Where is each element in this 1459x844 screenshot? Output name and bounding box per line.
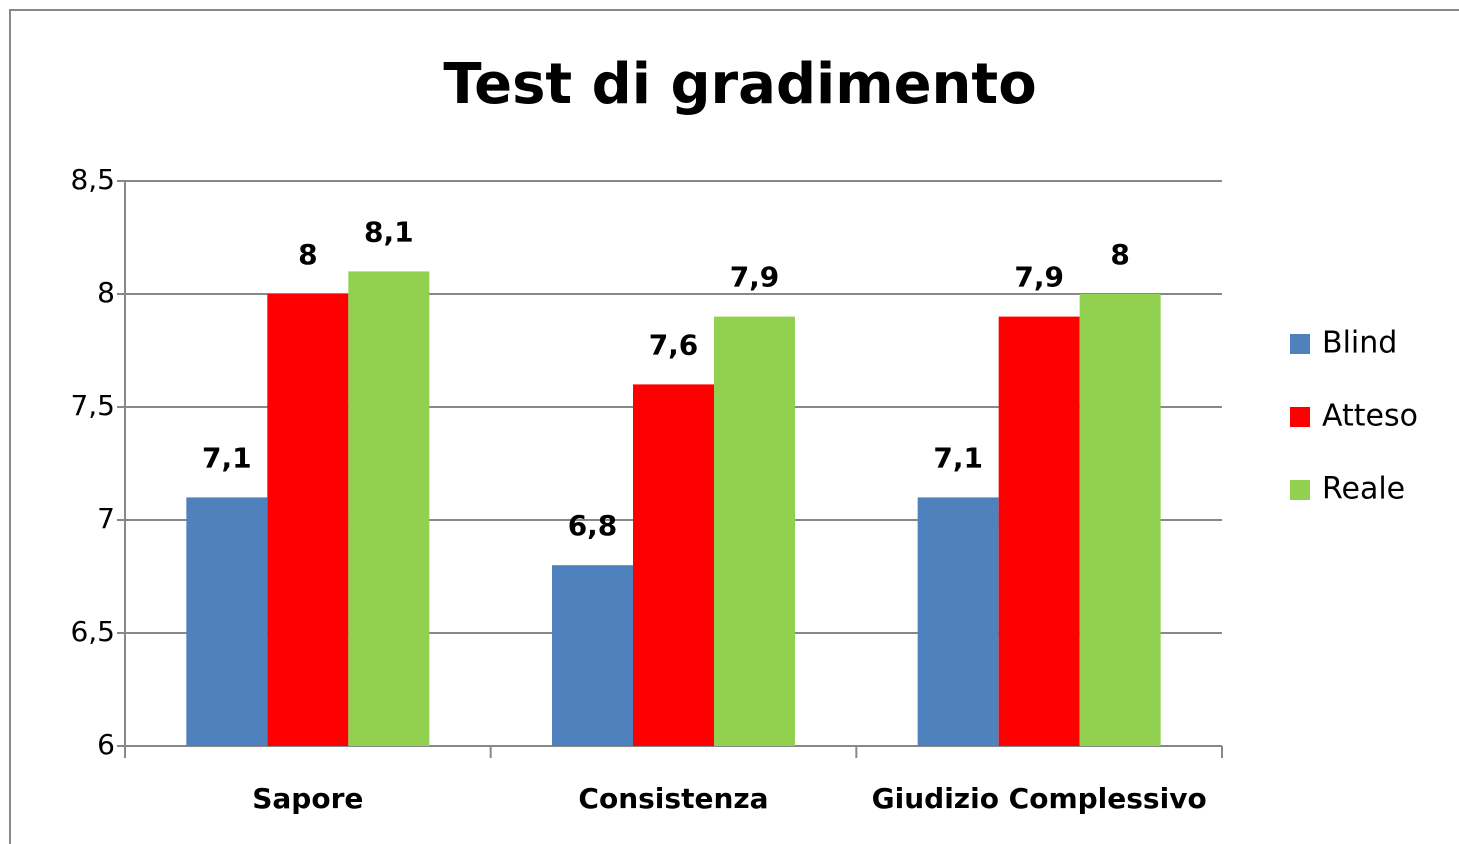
y-tick-label: 6 — [97, 728, 115, 761]
bar — [714, 316, 795, 746]
bar — [917, 497, 999, 746]
bar — [267, 294, 349, 746]
bar — [633, 384, 714, 746]
x-tick-label: Consistenza — [578, 782, 768, 815]
value-label: 8,1 — [364, 215, 414, 248]
bar — [186, 497, 268, 746]
value-label: 7,9 — [730, 261, 780, 294]
bar — [348, 271, 430, 746]
bar — [552, 565, 633, 746]
bar — [998, 316, 1080, 746]
value-label: 7,1 — [202, 441, 252, 474]
y-tick-label: 8,5 — [70, 163, 115, 196]
legend-label: Atteso — [1322, 399, 1418, 434]
value-label: 6,8 — [568, 509, 618, 542]
value-label: 8 — [1110, 238, 1129, 271]
value-label: 8 — [298, 238, 317, 271]
y-tick-label: 8 — [97, 276, 115, 309]
x-tick-label: Giudizio Complessivo — [872, 782, 1207, 815]
x-tick-label: Sapore — [252, 782, 363, 815]
value-label: 7,1 — [933, 441, 983, 474]
y-tick-label: 7,5 — [70, 389, 115, 422]
value-label: 7,9 — [1014, 261, 1064, 294]
legend-label: Reale — [1322, 472, 1405, 507]
legend-swatch — [1290, 334, 1310, 354]
legend-label: Blind — [1322, 326, 1397, 361]
legend-swatch — [1290, 407, 1310, 427]
value-label: 7,6 — [649, 328, 699, 361]
y-tick-label: 6,5 — [70, 615, 115, 648]
bar — [1079, 294, 1161, 746]
chart-border — [9, 9, 1459, 844]
y-tick-label: 7 — [97, 502, 115, 535]
chart-title: Test di gradimento — [443, 52, 1036, 117]
legend-swatch — [1290, 480, 1310, 500]
